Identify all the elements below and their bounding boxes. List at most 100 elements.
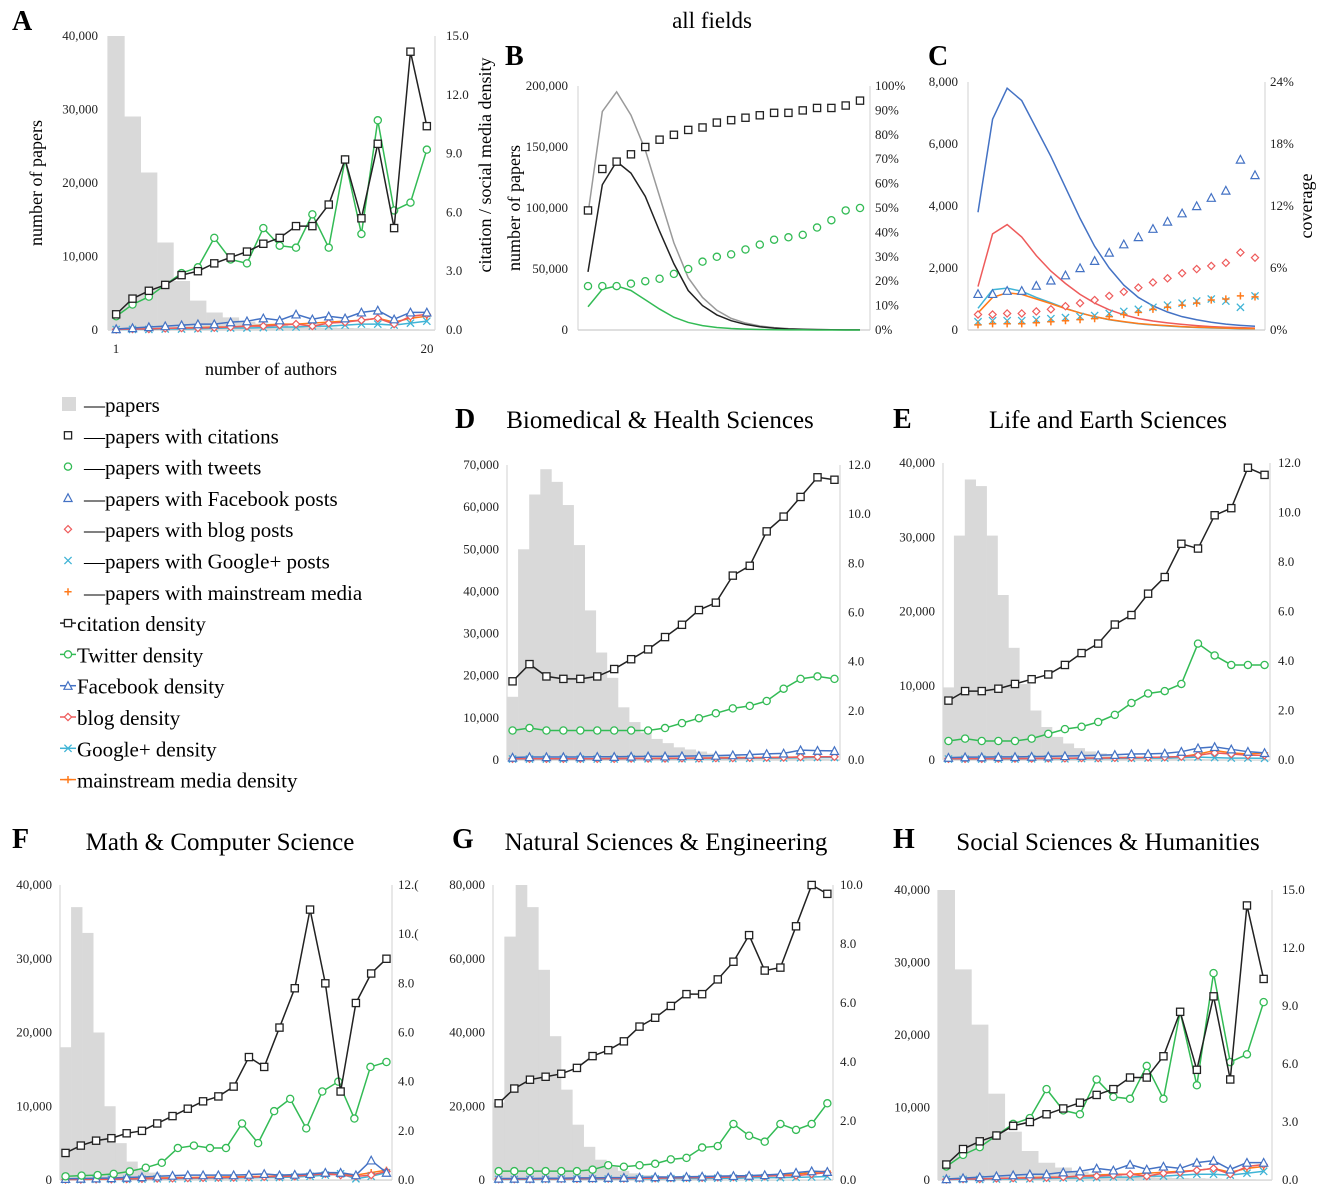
citations-density-point xyxy=(1260,470,1269,480)
y-tick-label-right: 30% xyxy=(875,249,899,264)
facebook-density-point xyxy=(993,751,1004,762)
citations-density-point xyxy=(626,654,636,664)
papers-bar xyxy=(584,610,597,760)
tweets-density-point xyxy=(125,1167,134,1176)
facebook-density-point xyxy=(957,1172,969,1183)
facebook-density-point xyxy=(759,1169,770,1180)
facebook-density-point xyxy=(1109,749,1120,759)
facebook-density-point xyxy=(571,1172,583,1183)
facebook-density-point xyxy=(213,1169,224,1180)
y-tick-label-left: 50,000 xyxy=(532,261,568,276)
mainstream-coverage-point xyxy=(988,320,997,328)
citations-density-point xyxy=(244,1052,254,1062)
facebook-density-point xyxy=(197,1169,209,1180)
papers-bar xyxy=(504,936,516,1180)
facebook-density-point xyxy=(241,315,253,326)
legend-item: —papers with mainstream media xyxy=(64,581,363,605)
facebook-density-point xyxy=(693,750,705,761)
papers-bar xyxy=(115,1143,127,1180)
blog-density-point xyxy=(1209,1163,1218,1173)
facebook-coverage-point xyxy=(972,288,984,299)
tweets-density-point xyxy=(1242,1050,1252,1059)
facebook-density-point xyxy=(143,321,154,332)
citations-density-point xyxy=(682,989,691,999)
citations-density-point xyxy=(510,1084,519,1093)
tweets-density-point xyxy=(406,198,415,207)
panel-letter: C xyxy=(928,41,948,72)
citations-density-point xyxy=(1044,670,1053,679)
mainstream-coverage-point xyxy=(1018,320,1026,328)
tweets-density-point xyxy=(189,1141,199,1150)
citations-density-point xyxy=(229,1082,238,1091)
blog-density-point xyxy=(356,315,366,325)
papers-bar xyxy=(173,281,191,330)
facebook-density-point xyxy=(592,751,603,762)
tweets-density-point xyxy=(1127,698,1136,708)
tweets-density-point xyxy=(807,1119,816,1129)
y-tick-label-right: 0% xyxy=(875,322,893,337)
tweets-density-point xyxy=(1044,729,1053,739)
facebook-density-point xyxy=(626,751,637,761)
citations-density-point xyxy=(643,645,653,654)
papers-bar xyxy=(606,677,619,760)
citations-density-point xyxy=(1242,901,1252,910)
blog-coverage-point xyxy=(1177,268,1187,278)
mainstream-coverage-point xyxy=(1134,308,1142,317)
y-tick-label-left: 20,000 xyxy=(894,1027,930,1042)
facebook-coverage-point xyxy=(1002,285,1013,295)
facebook-coverage-point xyxy=(1031,280,1042,290)
tweets-density-point xyxy=(791,1125,801,1135)
y-tick-label-right: 8.0 xyxy=(848,555,864,570)
tweets-density-point xyxy=(694,713,704,723)
blog-coverage-point xyxy=(1090,295,1100,305)
y-tick-label-right: 60% xyxy=(875,176,899,191)
citations-density-point xyxy=(542,672,551,681)
tweets-density-point xyxy=(1142,1061,1152,1071)
legend: —papers —papers with citations —papers wit… xyxy=(60,393,363,793)
citations-density-point xyxy=(572,1063,582,1073)
tweets-density-point xyxy=(635,1161,644,1170)
citations-coverage-point xyxy=(755,111,765,120)
tweets-density-point xyxy=(1010,736,1020,746)
tweets-density-point xyxy=(557,1166,566,1176)
facebook-density-point xyxy=(1074,1165,1086,1176)
tweets-density-point xyxy=(588,1165,597,1174)
citations-coverage-point xyxy=(698,123,707,132)
googleplus-coverage-point xyxy=(1236,303,1245,312)
facebook-density-point xyxy=(650,1171,661,1182)
facebook-density-line xyxy=(498,1170,828,1180)
citations-density-line xyxy=(498,883,828,1104)
panel-d: D Biomedical & Health Sciences 0 10,000 20,0… xyxy=(455,404,871,767)
y-tick-label-right: 9.0 xyxy=(1282,998,1298,1013)
tweets-density-point xyxy=(541,1166,550,1176)
citations-density-point xyxy=(958,1144,968,1154)
facebook-density-point xyxy=(381,1167,392,1177)
legend-label: mainstream media density xyxy=(77,769,298,793)
facebook-density-point xyxy=(1043,751,1054,761)
y-tick-label-left: 6,000 xyxy=(929,136,958,151)
facebook-coverage-point xyxy=(1016,285,1027,295)
y-tick-label-right: 8.0 xyxy=(840,936,856,951)
legend-item: —papers with Facebook posts xyxy=(62,487,338,511)
papers-bar xyxy=(1204,759,1216,760)
y-tick-label-right: 9.0 xyxy=(446,146,462,161)
googleplus-density-point xyxy=(422,317,431,326)
y-tick-label-left: 10,000 xyxy=(463,710,499,725)
facebook-density-point xyxy=(225,316,236,327)
citations-coverage-point xyxy=(827,103,836,113)
papers-bar xyxy=(618,707,630,760)
legend-marker xyxy=(62,680,74,690)
citations-density-point xyxy=(779,512,788,521)
tweets-density-point xyxy=(1209,968,1218,978)
citations-density-point xyxy=(259,239,268,249)
facebook-density-point xyxy=(167,1170,178,1180)
blog-coverage-point xyxy=(973,310,983,319)
facebook-density-point xyxy=(959,751,971,762)
facebook-density-point xyxy=(1192,742,1204,753)
legend-marker xyxy=(63,556,73,565)
legend-label: —papers with mainstream media xyxy=(83,581,363,605)
facebook-density-point xyxy=(681,1171,692,1181)
facebook-density-point xyxy=(974,1171,985,1182)
y-tick-label-left: 70,000 xyxy=(463,457,499,472)
